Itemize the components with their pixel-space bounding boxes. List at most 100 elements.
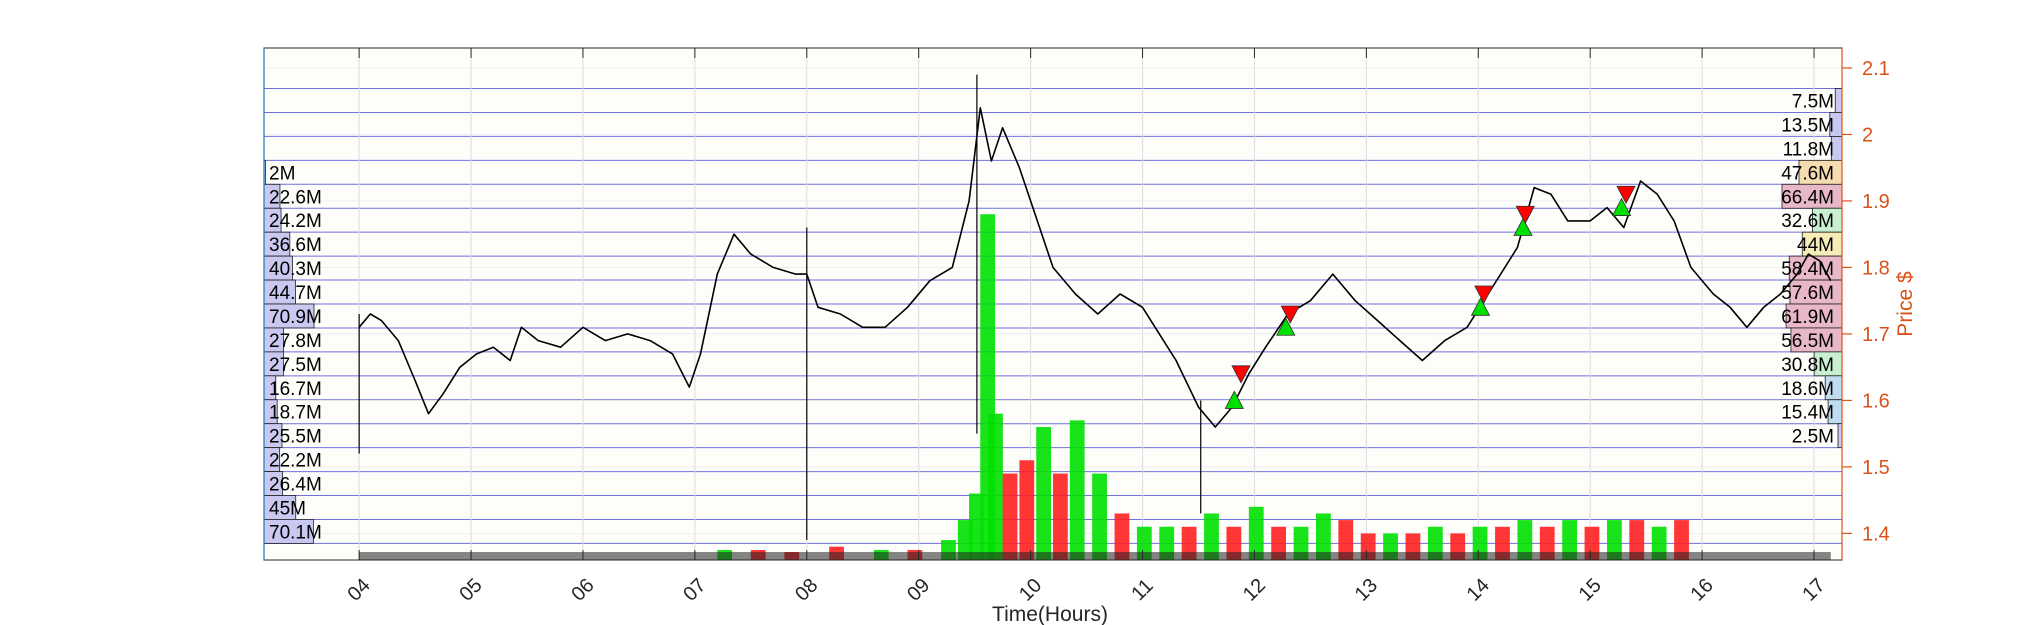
left-profile-label: 22.2M (269, 451, 322, 472)
sell-marker (1616, 185, 1636, 205)
x-tick-label: 07 (679, 574, 710, 605)
volume-bar (1316, 513, 1331, 560)
volume-bar (1036, 427, 1051, 560)
volume-bars (359, 214, 1831, 560)
price-tick-label: 2.1 (1862, 58, 1890, 80)
right-profile-label: 61.9M (1781, 307, 1834, 328)
right-profile-label: 66.4M (1781, 187, 1834, 208)
right-profile-label: 11.8M (1783, 139, 1834, 160)
x-tick-label: 17 (1798, 574, 1829, 605)
price-tick-label: 1.4 (1862, 523, 1890, 545)
sell-marker (1474, 285, 1494, 304)
volume-bar (1053, 473, 1068, 560)
left-profile-label: 36.6M (269, 235, 322, 256)
horizontal-bands (264, 88, 1842, 544)
right-profile-label: 58.4M (1781, 259, 1834, 280)
volume-bar (1019, 460, 1035, 560)
left-profile-label: 24.2M (269, 211, 322, 232)
left-profile-label: 26.4M (269, 475, 322, 496)
x-tick-label: 09 (903, 574, 934, 605)
right-profile-label: 18.6M (1781, 379, 1834, 400)
volume-bar (957, 520, 973, 560)
volume-bar (1539, 526, 1555, 560)
left-profile-label: 70.9M (269, 307, 322, 328)
price-axis-ticks: 1.4 1.5 1.6 1.7 1.8 1.9 2 2.1 (1842, 58, 1890, 545)
price-tick-label: 1.7 (1862, 324, 1890, 346)
left-profile-label: 27.8M (269, 331, 322, 352)
price-tick-label: 1.6 (1862, 390, 1890, 412)
right-profile-label: 47.6M (1781, 163, 1834, 184)
trade-markers (1224, 185, 1636, 409)
volume-baseline (359, 552, 1831, 560)
volume-bar (1472, 526, 1488, 560)
volume-bar (1338, 520, 1354, 560)
volume-bar (1204, 513, 1219, 560)
buy-marker (1513, 217, 1533, 236)
volume-bar (1562, 520, 1577, 560)
right-profile-label: 2.5M (1792, 427, 1834, 448)
buy-marker (1470, 297, 1491, 316)
volume-bar (1002, 473, 1018, 560)
price-line (358, 107, 1832, 428)
volume-bar (1606, 520, 1622, 560)
volume-bar (1293, 526, 1309, 560)
buy-marker (1224, 390, 1244, 409)
x-tick-label: 11 (1127, 575, 1157, 605)
x-tick-label: 10 (1015, 574, 1046, 605)
right-profile-bar (1834, 88, 1843, 113)
x-tick-label: 12 (1239, 574, 1270, 605)
volume-bar (1517, 520, 1533, 560)
left-profile-label: 70.1M (269, 522, 322, 543)
left-profile-label: 16.7M (269, 379, 322, 400)
volume-bar (1159, 526, 1175, 560)
x-tick-label: 16 (1686, 574, 1717, 605)
right-profile-label: 57.6M (1781, 283, 1834, 304)
right-profile-label: 44M (1797, 235, 1834, 256)
sell-marker (1515, 205, 1535, 225)
volume-bar (1674, 520, 1689, 560)
volume-bar (1271, 526, 1287, 560)
x-tick-label: 13 (1351, 574, 1382, 605)
volume-bar (969, 493, 984, 560)
right-profile-label: 13.5M (1781, 115, 1834, 136)
price-tick-label: 1.9 (1862, 191, 1890, 213)
left-profile-label: 40.3M (269, 259, 322, 280)
left-profile-label: 2M (269, 163, 295, 184)
x-tick-label: 14 (1463, 574, 1494, 605)
price-tick-label: 1.8 (1862, 257, 1890, 279)
left-profile-label: 44.7M (269, 283, 322, 304)
volume-bar (1181, 526, 1197, 560)
volume-bar (1092, 473, 1107, 560)
volume-bar (1136, 526, 1152, 560)
price-tick-label: 2 (1862, 124, 1873, 146)
right-profile-label: 32.6M (1781, 211, 1834, 232)
volume-bar (1629, 520, 1645, 560)
volume-profile-left: 2M 22.6M 24.2M 36.6M 40.3M 44.7M 70.9M 27.8M 27.… (263, 159, 322, 544)
volume-bar (1226, 526, 1242, 560)
x-tick-label: 08 (791, 574, 822, 605)
x-tick-label: 15 (1575, 574, 1606, 605)
volume-bar (1114, 513, 1130, 560)
x-tick-label: 06 (567, 574, 598, 605)
volume-bar (1584, 526, 1600, 560)
volume-bar (1495, 526, 1510, 560)
x-tick-label: 05 (455, 574, 486, 605)
left-profile-label: 27.5M (269, 355, 322, 376)
right-profile-label: 30.8M (1781, 355, 1834, 376)
buy-marker (1611, 197, 1632, 216)
volume-bar (1248, 506, 1264, 560)
vertical-gridlines (264, 48, 1842, 560)
left-profile-label: 45M (269, 498, 306, 519)
price-tick-label: 1.5 (1862, 457, 1890, 479)
sell-marker (1280, 305, 1300, 324)
left-profile-label: 18.7M (269, 403, 322, 424)
right-profile-label: 56.5M (1781, 331, 1834, 352)
volume-bar (1651, 526, 1667, 560)
buy-marker (1276, 317, 1296, 336)
x-axis-title: Time(Hours) (992, 603, 1108, 625)
left-profile-label: 25.5M (269, 427, 322, 448)
sell-marker (1231, 365, 1251, 384)
x-tick-label: 04 (343, 574, 374, 605)
